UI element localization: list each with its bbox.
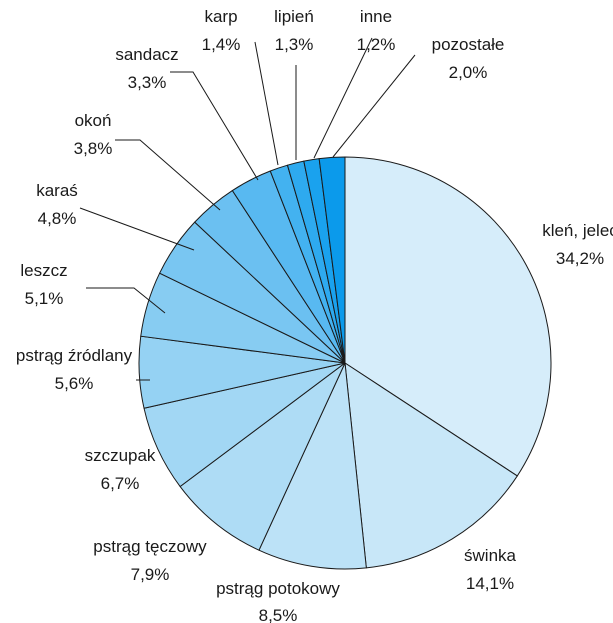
- slice-label-10: karp: [204, 7, 237, 26]
- slice-value-2: 8,5%: [259, 606, 298, 623]
- pie-slice-3: [179, 362, 346, 551]
- slice-label-7: karaś: [36, 181, 78, 200]
- slice-value-1: 14,1%: [466, 574, 514, 593]
- slice-value-13: 2,0%: [449, 63, 488, 82]
- slice-value-3: 7,9%: [131, 565, 170, 584]
- slice-label-1: świnka: [464, 546, 517, 565]
- leader-lines: [79, 37, 416, 381]
- slice-value-8: 3,8%: [74, 139, 113, 158]
- slice-label-9: sandacz: [115, 45, 178, 64]
- slice-label-3: pstrąg tęczowy: [93, 537, 207, 556]
- slice-value-4: 6,7%: [101, 474, 140, 493]
- slice-label-13: pozostałe: [432, 35, 505, 54]
- slice-label-4: szczupak: [85, 446, 156, 465]
- slice-label-2: pstrąg potokowy: [216, 579, 340, 598]
- pie-slice-1: [344, 362, 518, 569]
- slice-value-9: 3,3%: [128, 73, 167, 92]
- slice-label-12: inne: [360, 7, 392, 26]
- leader-line-6: [86, 287, 166, 314]
- leader-line-13: [332, 54, 416, 158]
- slice-value-0: 34,2%: [556, 249, 604, 268]
- slice-label-8: okoń: [75, 111, 112, 130]
- leader-line-10: [254, 41, 279, 166]
- slice-label-5: pstrąg źródlany: [16, 346, 133, 365]
- leader-line-7: [79, 207, 195, 251]
- slice-label-6: leszcz: [20, 261, 67, 280]
- pie-slice-2: [258, 362, 367, 570]
- leader-line-9: [170, 71, 259, 181]
- slice-value-10: 1,4%: [202, 35, 241, 54]
- slice-label-11: lipień: [274, 7, 314, 26]
- slice-value-11: 1,3%: [275, 35, 314, 54]
- pie-slice-13: [318, 156, 346, 364]
- slice-label-0: kleń, jelec: [542, 221, 613, 240]
- slice-value-12: 1,2%: [357, 35, 396, 54]
- leader-line-8: [115, 139, 221, 211]
- slice-value-6: 5,1%: [25, 289, 64, 308]
- slice-value-7: 4,8%: [38, 209, 77, 228]
- slice-labels: kleń, jelec 34,2% świnka 14,1% pstrąg potoko…: [16, 7, 613, 623]
- slice-value-5: 5,6%: [55, 374, 94, 393]
- leader-line-12: [313, 37, 373, 159]
- pie-slices: [138, 156, 552, 570]
